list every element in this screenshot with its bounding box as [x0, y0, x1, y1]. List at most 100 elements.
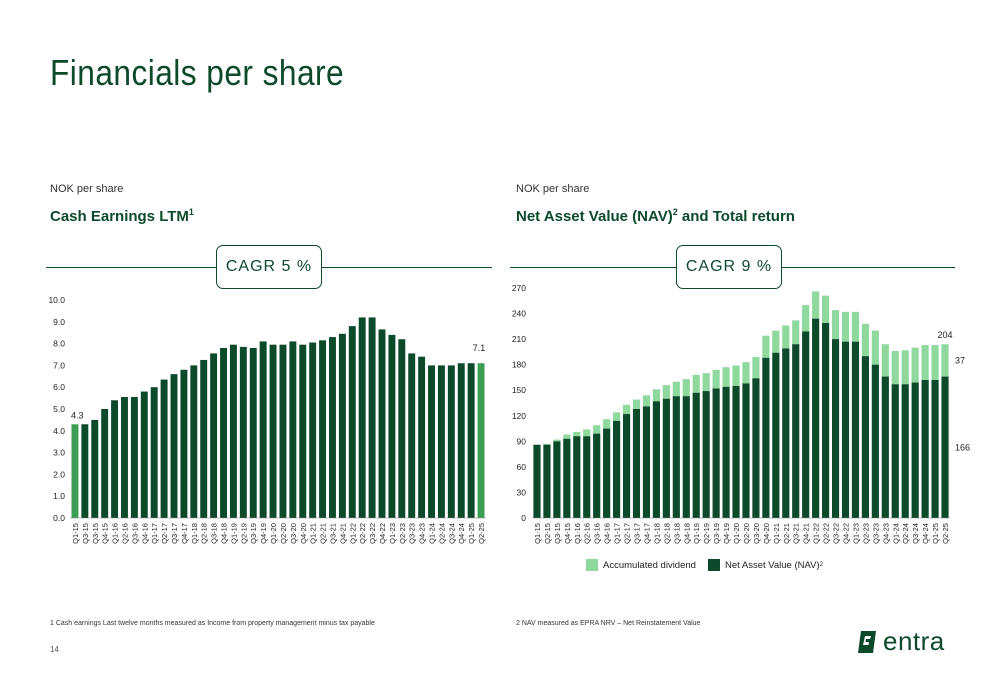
nav-bar — [921, 380, 929, 518]
nav-bar — [802, 331, 810, 518]
bar — [71, 424, 79, 518]
dividend-bar — [642, 395, 651, 407]
legend-swatch-dividend — [586, 559, 598, 571]
data-label: 4.3 — [71, 410, 84, 420]
x-tick-label: Q4-24 — [457, 523, 466, 544]
x-tick-label: Q4-22 — [378, 523, 387, 544]
legend-item-nav: Net Asset Value (NAV) 2 — [707, 559, 823, 571]
dividend-bar — [841, 311, 850, 342]
y-tick-label: 9.0 — [53, 317, 65, 327]
dividend-bar — [573, 431, 581, 437]
y-tick-label: 150 — [512, 385, 526, 395]
bar — [259, 341, 267, 518]
nav-bar — [662, 398, 670, 518]
bar — [348, 326, 356, 518]
x-tick-label: Q3-24 — [911, 523, 920, 544]
dividend-bar — [911, 347, 919, 383]
nav-bar — [812, 318, 820, 518]
x-tick-label: Q3-20 — [752, 523, 761, 544]
y-tick-label: 0.0 — [53, 513, 65, 523]
dividend-bar — [881, 344, 889, 377]
y-tick-label: 5.0 — [53, 404, 65, 414]
dividend-bar — [603, 419, 611, 429]
x-tick-label: Q3-15 — [91, 523, 100, 544]
dividend-bar — [782, 325, 790, 349]
bar — [111, 400, 119, 518]
dividend-bar — [583, 429, 591, 437]
x-tick-label: Q3-23 — [871, 523, 880, 544]
x-tick-label: Q3-18 — [210, 523, 219, 544]
nav-bar — [553, 441, 561, 518]
x-tick-label: Q4-22 — [842, 523, 851, 544]
bar — [368, 317, 376, 518]
bar — [210, 353, 218, 518]
y-tick-label: 7.0 — [53, 360, 65, 370]
nav-bar — [722, 386, 730, 518]
bar — [170, 374, 178, 518]
x-tick-label: Q2-22 — [358, 523, 367, 544]
dividend-bar — [672, 381, 680, 397]
right-chart-title-text-b: and Total return — [677, 208, 795, 225]
x-tick-label: Q4-15 — [563, 523, 572, 544]
bar — [91, 419, 99, 518]
y-tick-label: 8.0 — [53, 339, 65, 349]
x-tick-label: Q1-22 — [348, 523, 357, 544]
x-tick-label: Q4-23 — [418, 523, 427, 544]
nav-bar — [692, 392, 700, 518]
nav-legend: Accumulated dividend Net Asset Value (NA… — [586, 559, 835, 571]
x-tick-label: Q3-17 — [633, 523, 642, 544]
nav-bar — [652, 401, 660, 518]
footnote-right: 2 NAV measured as EPRA NRV – Net Reinsta… — [516, 620, 701, 627]
y-tick-label: 3.0 — [53, 448, 65, 458]
x-tick-label: Q2-17 — [623, 523, 632, 544]
x-tick-label: Q1-19 — [692, 523, 701, 544]
bar — [229, 344, 237, 518]
bar — [299, 344, 307, 518]
dividend-bar — [851, 311, 860, 342]
bar — [388, 334, 396, 518]
bar — [160, 379, 168, 518]
bar — [140, 391, 148, 518]
x-tick-label: Q2-25 — [941, 523, 950, 544]
nav-bar — [563, 438, 571, 518]
y-tick-label: 120 — [512, 411, 526, 421]
cash-earnings-chart: 0.01.02.03.04.05.06.07.08.09.010.0Q1-15 Q… — [48, 295, 486, 544]
nav-bar — [632, 408, 641, 518]
bar — [398, 339, 406, 518]
nav-bar — [792, 344, 800, 518]
x-tick-label: Q2-17 — [160, 523, 169, 544]
bar — [329, 337, 336, 518]
x-tick-label: Q3-17 — [170, 523, 179, 544]
x-tick-label: Q2-18 — [200, 523, 209, 544]
entra-logo-text: entra — [883, 626, 945, 656]
bar — [457, 363, 465, 518]
x-tick-label: Q4-21 — [802, 523, 811, 544]
bar — [477, 363, 485, 518]
legend-label-nav-sup: 2 — [819, 562, 823, 568]
x-tick-label: Q1-18 — [190, 523, 199, 544]
left-chart-title: Cash Earnings LTM1 — [50, 207, 194, 225]
dividend-bar — [812, 291, 820, 319]
nav-bar — [543, 444, 551, 518]
y-tick-label: 6.0 — [53, 382, 65, 392]
dividend-bar — [901, 350, 909, 385]
x-tick-label: Q2-21 — [319, 523, 328, 544]
bar — [437, 365, 445, 518]
nav-bar — [622, 414, 631, 518]
dividend-bar — [921, 345, 929, 380]
y-tick-label: 0 — [521, 513, 526, 523]
bar — [447, 365, 455, 518]
x-tick-label: Q1-18 — [652, 523, 661, 544]
y-tick-label: 180 — [512, 360, 526, 370]
y-tick-label: 90 — [517, 436, 527, 446]
left-unit-label: NOK per share — [50, 183, 124, 195]
bar — [408, 353, 416, 518]
x-tick-label: Q2-15 — [543, 523, 552, 544]
x-tick-label: Q4-16 — [603, 523, 612, 544]
y-tick-label: 1.0 — [53, 491, 65, 501]
page-number: 14 — [50, 645, 59, 654]
y-tick-label: 4.0 — [53, 426, 65, 436]
bar — [200, 359, 208, 518]
x-tick-label: Q1-20 — [732, 523, 741, 544]
x-tick-label: Q2-24 — [437, 523, 446, 544]
